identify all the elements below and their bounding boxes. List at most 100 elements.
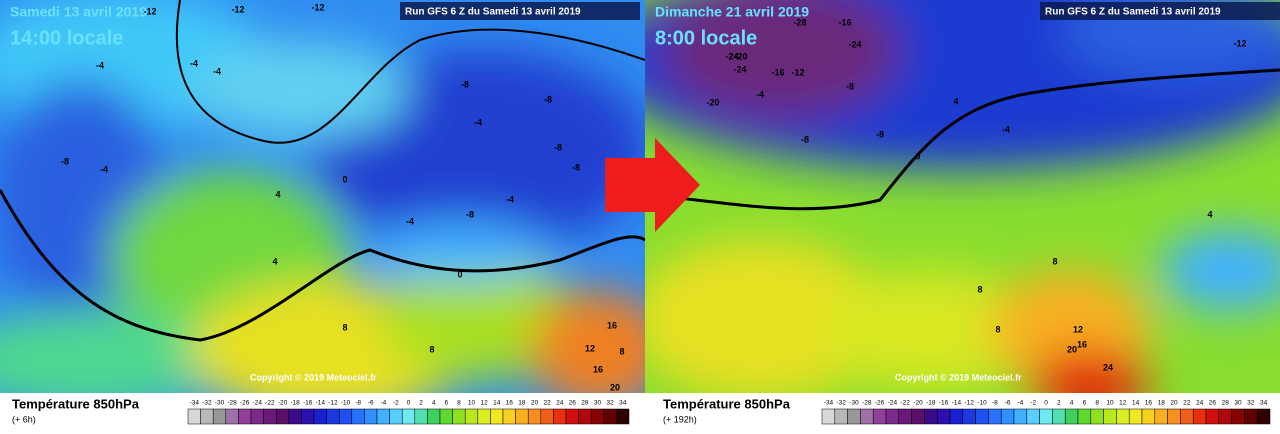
contour-label: -16 <box>838 17 851 27</box>
scale-tick-label: 26 <box>1209 400 1217 407</box>
contour-label: -8 <box>61 156 69 166</box>
contour-label: 20 <box>1067 344 1077 354</box>
contour-label: -8 <box>544 94 552 104</box>
date: Samedi 13 avril 2019 <box>10 4 147 20</box>
scale-tick-label: 16 <box>1145 400 1153 407</box>
contour-label: -12 <box>231 4 244 14</box>
scale-tick-label: 20 <box>1170 400 1178 407</box>
scale-box <box>401 408 416 425</box>
contour-label: -8 <box>461 79 469 89</box>
contour-label: -28 <box>793 17 806 27</box>
scale-tick-label: -12 <box>328 400 338 407</box>
variable: Température 850hPa <box>12 396 140 411</box>
scale-box <box>924 408 938 425</box>
scale-box <box>885 408 900 425</box>
arrow <box>605 138 700 232</box>
contour-label: -12 <box>791 67 804 77</box>
scale-box <box>860 408 874 425</box>
contour-label: 8 <box>1052 256 1057 266</box>
time: 8:00 locale <box>655 27 757 49</box>
scale-box <box>288 408 302 425</box>
scale-box <box>1141 408 1156 425</box>
scale-tick-label: -14 <box>952 400 962 407</box>
contour-label: 4 <box>1207 209 1212 219</box>
scale-tick-label: 6 <box>1083 400 1087 407</box>
contour-label: -24 <box>725 51 738 61</box>
contour-label: -20 <box>734 51 747 61</box>
scale-tick-label: -28 <box>862 400 872 407</box>
scale-tick-label: -24 <box>888 400 898 407</box>
scale-box <box>1000 408 1015 425</box>
scale-tick-label: 8 <box>1095 400 1099 407</box>
contour-label: -20 <box>706 97 719 107</box>
copyright: Copyright © 2019 Meteociel.fr <box>250 372 377 382</box>
scale-box <box>301 408 315 425</box>
scale-tick-label: 22 <box>543 400 551 407</box>
scale-box <box>975 408 989 425</box>
contour-label: -4 <box>190 58 198 68</box>
scale-tick-label: -10 <box>341 400 351 407</box>
scale-box <box>821 408 836 425</box>
scale-tick-label: -2 <box>1030 400 1036 407</box>
scale-box <box>439 408 453 425</box>
contour-label: 4 <box>953 96 958 106</box>
contour-label: -4 <box>1002 124 1010 134</box>
time: 14:00 locale <box>10 27 123 49</box>
contour-label: -12 <box>1233 38 1246 48</box>
contour-label: -8 <box>876 129 884 139</box>
scale-tick-label: 4 <box>1070 400 1074 407</box>
contour-label: 0 <box>342 174 347 184</box>
scale-tick-label: 0 <box>407 400 411 407</box>
contour-label: -4 <box>756 89 764 99</box>
scale-box <box>616 408 630 425</box>
scale-box <box>847 408 861 425</box>
scale-box <box>477 408 491 425</box>
scale-tick-label: -2 <box>393 400 399 407</box>
contour-label: 4 <box>275 189 280 199</box>
scale-box <box>1103 408 1117 425</box>
contour-label: 16 <box>1077 339 1087 349</box>
scale-box <box>452 408 466 425</box>
run-label: Run GFS 6 Z du Samedi 13 avril 2019 <box>405 7 581 18</box>
scale-box <box>464 408 479 425</box>
scale-tick-label: -26 <box>875 400 885 407</box>
scale-tick-label: 30 <box>1234 400 1242 407</box>
scale-tick-label: -34 <box>824 400 834 407</box>
scale-box <box>1180 408 1194 425</box>
scale-tick-label: -22 <box>265 400 275 407</box>
contour-label: -12 <box>143 6 156 16</box>
variable: Température 850hPa <box>663 396 791 411</box>
contour-label: 0 <box>915 151 920 161</box>
scale-box <box>1039 408 1053 425</box>
contour-label: 8 <box>619 346 624 356</box>
scale-box <box>949 408 964 425</box>
contour-label: -4 <box>506 194 514 204</box>
contour-label: 16 <box>593 364 603 374</box>
scale-box <box>351 408 365 425</box>
scale-tick-label: 2 <box>1057 400 1061 407</box>
scale-tick-label: -22 <box>900 400 910 407</box>
contour-label: 24 <box>1103 362 1113 372</box>
scale-box <box>275 408 290 425</box>
scale-tick-label: 20 <box>531 400 539 407</box>
scale-tick-label: -6 <box>1005 400 1011 407</box>
map-left <box>0 0 645 393</box>
scale-box <box>1090 408 1104 425</box>
scale-box <box>988 408 1002 425</box>
scale-box <box>1128 408 1143 425</box>
scale-box <box>1064 408 1079 425</box>
contour-label: -12 <box>311 2 324 12</box>
scale-box <box>225 408 239 425</box>
contour-label: -4 <box>406 216 414 226</box>
scale-box <box>364 408 378 425</box>
scale-tick-label: 0 <box>1044 400 1048 407</box>
scale-tick-label: 12 <box>480 400 488 407</box>
scale-tick-label: 32 <box>606 400 614 407</box>
scale-box <box>1077 408 1092 425</box>
scale-tick-label: 32 <box>1247 400 1255 407</box>
scale-box <box>834 408 848 425</box>
scale-box <box>212 408 227 425</box>
scale-box <box>1013 408 1028 425</box>
scale-tick-label: -26 <box>240 400 250 407</box>
scale-tick-label: -30 <box>215 400 225 407</box>
